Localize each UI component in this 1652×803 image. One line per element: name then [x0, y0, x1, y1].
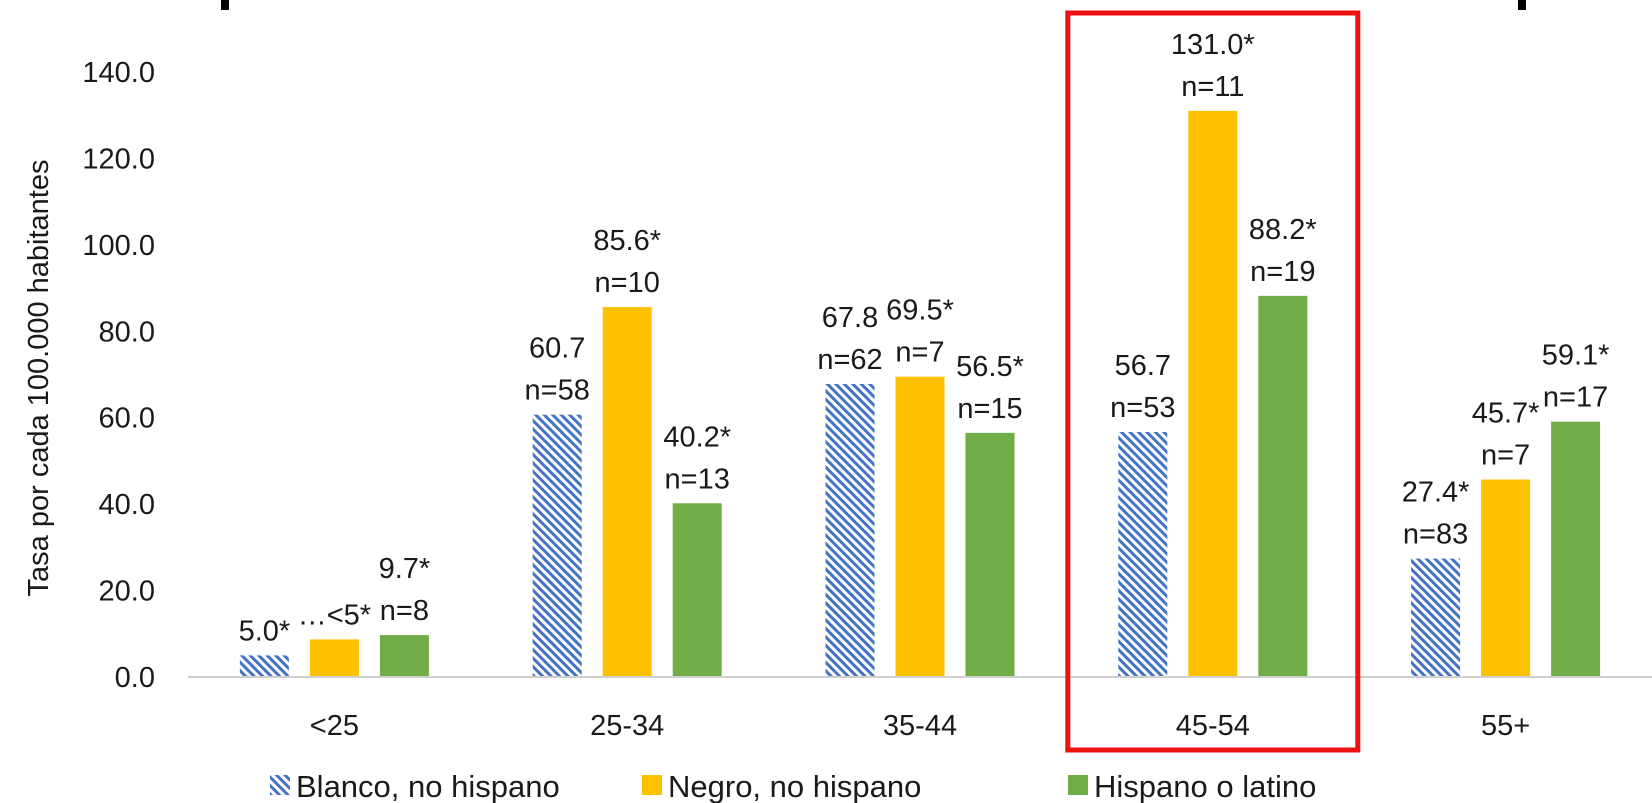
bar	[672, 503, 722, 677]
bar	[1551, 421, 1601, 677]
bar	[1188, 110, 1238, 677]
legend-label: Hispano o latino	[1094, 769, 1316, 803]
bar	[239, 655, 289, 677]
data-label: 56.7	[1115, 350, 1171, 382]
data-label: n=13	[665, 463, 730, 495]
x-tick-label: 25-34	[590, 710, 664, 742]
bar	[825, 384, 875, 677]
data-label: 131.0*	[1171, 29, 1255, 61]
x-tick-label: 35-44	[883, 710, 957, 742]
data-label: 88.2*	[1249, 214, 1317, 246]
data-label: 40.2*	[663, 421, 731, 453]
y-tick-label: 80.0	[99, 316, 155, 348]
legend-swatch	[1068, 775, 1088, 795]
data-label: 27.4*	[1402, 477, 1470, 509]
data-label: n=10	[595, 267, 660, 299]
data-labels: 5.0* 60.7 n=58 67.8 n=62 56.7 n=53 27.4* n=83 …<5…	[239, 29, 1610, 648]
data-label: 67.8	[822, 302, 878, 334]
data-label: 85.6*	[593, 225, 661, 257]
highlight-box-45-54	[1065, 10, 1361, 753]
data-label: n=58	[525, 375, 590, 407]
data-label: …<5*	[298, 599, 371, 631]
data-label: 56.5*	[956, 351, 1024, 383]
data-label: n=17	[1543, 382, 1608, 414]
data-label: n=83	[1403, 519, 1468, 551]
y-tick-label: 40.0	[99, 489, 155, 521]
bar	[1411, 558, 1461, 677]
y-tick-label: 120.0	[82, 143, 155, 175]
data-label: n=53	[1110, 392, 1175, 424]
x-axis-ticks: <25 25-34 35-44 45-54 55+	[310, 710, 1530, 742]
bars	[239, 110, 1601, 677]
bar	[895, 376, 945, 677]
legend-swatch	[270, 775, 290, 795]
data-label: n=15	[957, 393, 1022, 425]
legend: Blanco, no hispano Negro, no hispano Hispa…	[270, 769, 1316, 803]
bar	[532, 414, 582, 677]
y-tick-label: 20.0	[99, 576, 155, 608]
y-tick-label: 140.0	[82, 57, 155, 89]
legend-swatch	[642, 775, 662, 795]
bar	[1118, 431, 1168, 677]
data-label: n=11	[1181, 71, 1244, 103]
bar	[1481, 479, 1531, 677]
bar	[1258, 295, 1308, 677]
data-label: n=62	[817, 344, 882, 376]
bar	[965, 432, 1015, 677]
data-label: 9.7*	[379, 553, 431, 585]
data-label: 60.7	[529, 333, 585, 365]
top-edge-mark-left	[221, 0, 229, 10]
data-label: n=7	[1481, 440, 1530, 472]
bar	[379, 635, 429, 677]
bar	[309, 639, 359, 677]
bar	[602, 307, 652, 677]
x-tick-label: 45-54	[1176, 710, 1250, 742]
data-label: 59.1*	[1542, 340, 1610, 372]
data-label: 45.7*	[1472, 398, 1540, 430]
y-tick-label: 60.0	[99, 403, 155, 435]
data-label: 5.0*	[239, 615, 291, 647]
legend-label: Negro, no hispano	[668, 769, 921, 803]
x-tick-label: <25	[310, 710, 359, 742]
y-tick-label: 0.0	[115, 662, 155, 694]
y-axis-label: Tasa por cada 100.000 habitantes	[23, 160, 55, 597]
y-axis-ticks: 0.0 20.0 40.0 60.0 80.0 100.0 120.0 140.0	[82, 57, 155, 694]
data-label: n=19	[1250, 256, 1315, 288]
y-tick-label: 100.0	[82, 230, 155, 262]
data-label: n=7	[895, 337, 944, 369]
data-label: 69.5*	[886, 295, 954, 327]
x-tick-label: 55+	[1481, 710, 1530, 742]
data-label: n=8	[380, 595, 429, 627]
legend-label: Blanco, no hispano	[296, 769, 560, 803]
top-edge-mark-right	[1518, 0, 1526, 10]
